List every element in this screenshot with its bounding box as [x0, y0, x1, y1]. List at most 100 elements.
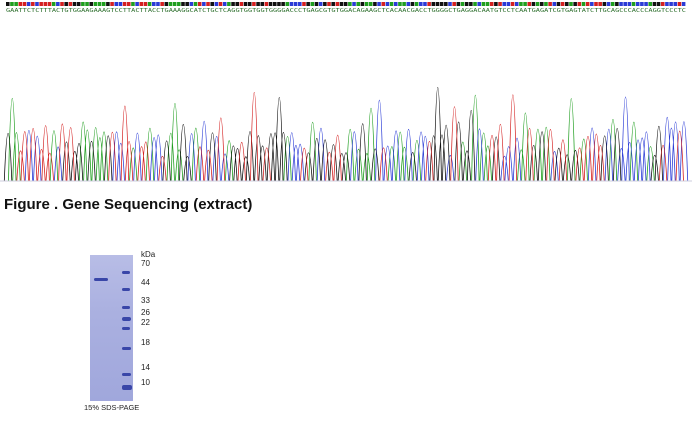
base-call-block: [89, 2, 94, 6]
base-call-block: [331, 2, 335, 6]
marker-label: 22: [141, 318, 150, 327]
base-call-block: [181, 2, 185, 6]
base-call-block: [506, 2, 511, 6]
base-call-block: [431, 2, 436, 6]
base-call-block: [531, 2, 536, 6]
base-call-block: [373, 2, 377, 6]
sequence-text: GAATTCTCTTTACTGTGGAAGAAAGTCCTTACTTACCTGA…: [6, 8, 686, 14]
marker-label: 14: [141, 363, 150, 372]
base-call-block: [285, 2, 290, 6]
base-call-block: [502, 2, 507, 6]
base-call-block: [197, 2, 202, 6]
base-call-block: [101, 2, 106, 6]
base-call-block: [206, 2, 210, 6]
base-call-block: [22, 2, 27, 6]
base-call-block: [485, 2, 490, 6]
base-call-block: [481, 2, 486, 6]
marker-label: 70: [141, 259, 150, 268]
base-call-block: [164, 2, 169, 6]
base-call-block: [168, 2, 173, 6]
base-call-block: [156, 2, 160, 6]
base-call-block: [514, 2, 519, 6]
base-call-block: [594, 2, 598, 6]
base-call-block: [640, 2, 644, 6]
base-call-block: [402, 2, 406, 6]
base-call-block: [419, 2, 423, 6]
base-call-block: [665, 2, 669, 6]
base-call-block: [106, 2, 110, 6]
base-call-block: [298, 2, 302, 6]
base-call-block: [348, 2, 352, 6]
base-call-block: [393, 2, 398, 6]
base-call-block: [410, 2, 415, 6]
base-call-block: [648, 2, 653, 6]
base-call-block: [381, 2, 386, 6]
base-call-block: [548, 2, 552, 6]
base-call-block: [247, 2, 252, 6]
base-call-block: [114, 2, 119, 6]
base-call-block: [185, 2, 189, 6]
base-call-block: [343, 2, 348, 6]
base-call-block: [293, 2, 298, 6]
base-call-block: [260, 2, 265, 6]
base-call-block: [544, 2, 548, 6]
base-call-block: [602, 2, 607, 6]
base-call-block: [631, 2, 636, 6]
base-call-block: [398, 2, 402, 6]
base-call-block: [97, 2, 102, 6]
base-call-block: [368, 2, 373, 6]
base-call-block: [26, 2, 31, 6]
base-call-block: [314, 2, 319, 6]
base-call-block: [239, 2, 244, 6]
base-call-block: [510, 2, 515, 6]
marker-label: 44: [141, 278, 150, 287]
base-call-block: [231, 2, 235, 6]
base-call-block: [189, 2, 194, 6]
gel-caption: 15% SDS-PAGE: [84, 403, 140, 412]
base-call-block: [452, 2, 456, 6]
base-call-block: [615, 2, 619, 6]
base-call-block: [565, 2, 569, 6]
base-call-block: [256, 2, 260, 6]
base-call-block: [494, 2, 498, 6]
base-call-block: [31, 2, 35, 6]
base-call-block: [47, 2, 52, 6]
sample-band: [94, 278, 108, 281]
base-call-color-strip: [6, 2, 686, 6]
base-call-block: [85, 2, 89, 6]
base-call-block: [126, 2, 131, 6]
marker-label: 10: [141, 378, 150, 387]
base-call-block: [318, 2, 323, 6]
base-call-block: [444, 2, 448, 6]
ladder-band: [122, 306, 130, 309]
base-call-block: [577, 2, 582, 6]
trace-C: [24, 96, 689, 182]
base-call-block: [235, 2, 240, 6]
base-call-block: [523, 2, 527, 6]
ladder-band: [122, 347, 131, 350]
base-call-block: [43, 2, 48, 6]
trace-G: [3, 87, 663, 182]
base-call-block: [539, 2, 544, 6]
ladder-band: [122, 385, 132, 390]
base-call-block: [644, 2, 648, 6]
base-call-block: [477, 2, 481, 6]
ladder-band: [122, 373, 131, 376]
base-call-block: [414, 2, 419, 6]
base-call-block: [339, 2, 344, 6]
base-call-block: [152, 2, 156, 6]
base-call-block: [535, 2, 540, 6]
base-call-block: [310, 2, 315, 6]
base-call-block: [364, 2, 369, 6]
base-call-block: [39, 2, 43, 6]
marker-label: 33: [141, 296, 150, 305]
base-call-block: [218, 2, 223, 6]
base-call-block: [227, 2, 231, 6]
base-call-block: [581, 2, 586, 6]
base-call-block: [302, 2, 306, 6]
base-call-block: [610, 2, 615, 6]
base-call-block: [268, 2, 273, 6]
base-call-block: [585, 2, 590, 6]
base-call-block: [289, 2, 294, 6]
base-call-block: [277, 2, 281, 6]
